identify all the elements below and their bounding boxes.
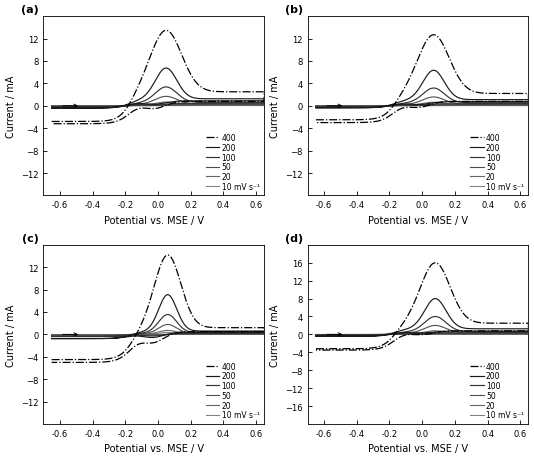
X-axis label: Potential vs. MSE / V: Potential vs. MSE / V: [104, 443, 204, 453]
Y-axis label: Current / mA: Current / mA: [5, 303, 15, 366]
Y-axis label: Current / mA: Current / mA: [270, 75, 280, 138]
Text: (a): (a): [21, 6, 39, 15]
Text: (b): (b): [285, 6, 303, 15]
X-axis label: Potential vs. MSE / V: Potential vs. MSE / V: [368, 443, 468, 453]
Legend: 400, 200, 100, 50, 20, 10 mV s⁻¹: 400, 200, 100, 50, 20, 10 mV s⁻¹: [469, 361, 524, 420]
Text: (d): (d): [285, 234, 303, 243]
Text: (c): (c): [22, 234, 39, 243]
Y-axis label: Current / mA: Current / mA: [270, 303, 280, 366]
Legend: 400, 200, 100, 50, 20, 10 mV s⁻¹: 400, 200, 100, 50, 20, 10 mV s⁻¹: [469, 133, 524, 192]
Y-axis label: Current / mA: Current / mA: [5, 75, 15, 138]
Legend: 400, 200, 100, 50, 20, 10 mV s⁻¹: 400, 200, 100, 50, 20, 10 mV s⁻¹: [205, 133, 261, 192]
Legend: 400, 200, 100, 50, 20, 10 mV s⁻¹: 400, 200, 100, 50, 20, 10 mV s⁻¹: [205, 361, 261, 420]
X-axis label: Potential vs. MSE / V: Potential vs. MSE / V: [368, 215, 468, 225]
X-axis label: Potential vs. MSE / V: Potential vs. MSE / V: [104, 215, 204, 225]
